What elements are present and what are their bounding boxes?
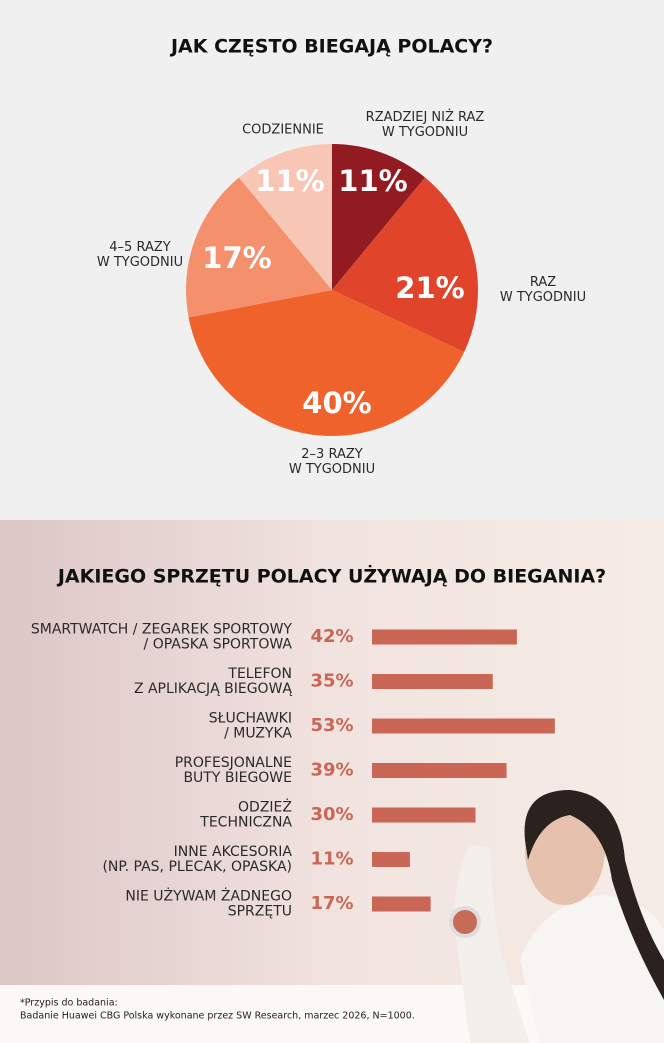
bar — [372, 896, 431, 912]
bar-label: / MUZYKA — [224, 726, 292, 742]
bar-value-label: 53% — [310, 715, 353, 736]
bar-label: BUTY BIEGOWE — [183, 770, 292, 786]
bar-label: SPRZĘTU — [228, 904, 292, 920]
pie-slice — [186, 177, 332, 318]
slice-value-label: 11% — [338, 164, 407, 198]
bar-label: ODZIEŻ — [238, 798, 292, 816]
slice-value-label: 21% — [395, 271, 464, 305]
bar-title: JAKIEGO SPRZĘTU POLACY UŻYWAJĄ DO BIEGAN… — [56, 564, 606, 588]
bar-label: TECHNICZNA — [199, 815, 292, 831]
slice-label: 4–5 RAZY — [109, 240, 170, 255]
pie-slice — [238, 144, 332, 290]
slice-value-label: 11% — [255, 164, 324, 198]
slice-label: W TYGODNIU — [382, 125, 468, 140]
bar-label: PROFESJONALNE — [175, 755, 292, 771]
bar-label: TELEFON — [227, 666, 292, 682]
pie-title: JAK CZĘSTO BIEGAJĄ POLACY? — [169, 36, 493, 58]
bar-label: (NP. PAS, PLECAK, OPASKA) — [102, 859, 292, 875]
bar-value-label: 17% — [310, 893, 353, 914]
bar-label: SMARTWATCH / ZEGAREK SPORTOWY — [31, 622, 293, 638]
pie-slice — [188, 290, 465, 436]
bar-value-label: 42% — [310, 626, 353, 647]
bar — [372, 807, 476, 823]
slice-value-label: 17% — [202, 241, 271, 275]
bar-value-label: 30% — [310, 804, 353, 825]
slice-label: W TYGODNIU — [289, 462, 375, 477]
pie-slice — [332, 177, 478, 353]
bar-label: NIE UŻYWAM ŻADNEGO — [125, 887, 292, 905]
bar-label: / OPASKA SPORTOWA — [144, 637, 293, 653]
bar-label: INNE AKCESORIA — [174, 844, 293, 860]
slice-label: CODZIENNIE — [242, 123, 324, 138]
bar-label: SŁUCHAWKI — [209, 711, 292, 727]
slice-label: W TYGODNIU — [500, 290, 586, 305]
bar — [372, 718, 555, 734]
bar — [372, 763, 507, 778]
bar — [372, 629, 517, 645]
hair — [524, 790, 664, 1000]
footnote: Badanie Huawei CBG Polska wykonane przez… — [20, 1011, 415, 1022]
slice-label: RAZ — [530, 275, 556, 290]
photo — [449, 790, 664, 1043]
slice-label: RZADZIEJ NIŻ RAZ — [366, 109, 485, 125]
bar-value-label: 39% — [310, 760, 353, 781]
footnote: *Przypis do badania: — [20, 998, 118, 1009]
sweater — [520, 895, 664, 1043]
slice-label: 2–3 RAZY — [301, 447, 362, 462]
watch — [449, 906, 481, 938]
bar — [372, 674, 493, 689]
bar-label: Z APLIKACJĄ BIEGOWĄ — [134, 681, 292, 697]
bar-value-label: 11% — [310, 849, 353, 870]
slice-label: W TYGODNIU — [97, 255, 183, 270]
arm — [454, 845, 530, 1043]
bar-value-label: 35% — [310, 671, 353, 692]
slice-value-label: 40% — [302, 386, 371, 420]
pie-slice — [332, 144, 426, 290]
bar — [372, 852, 410, 867]
